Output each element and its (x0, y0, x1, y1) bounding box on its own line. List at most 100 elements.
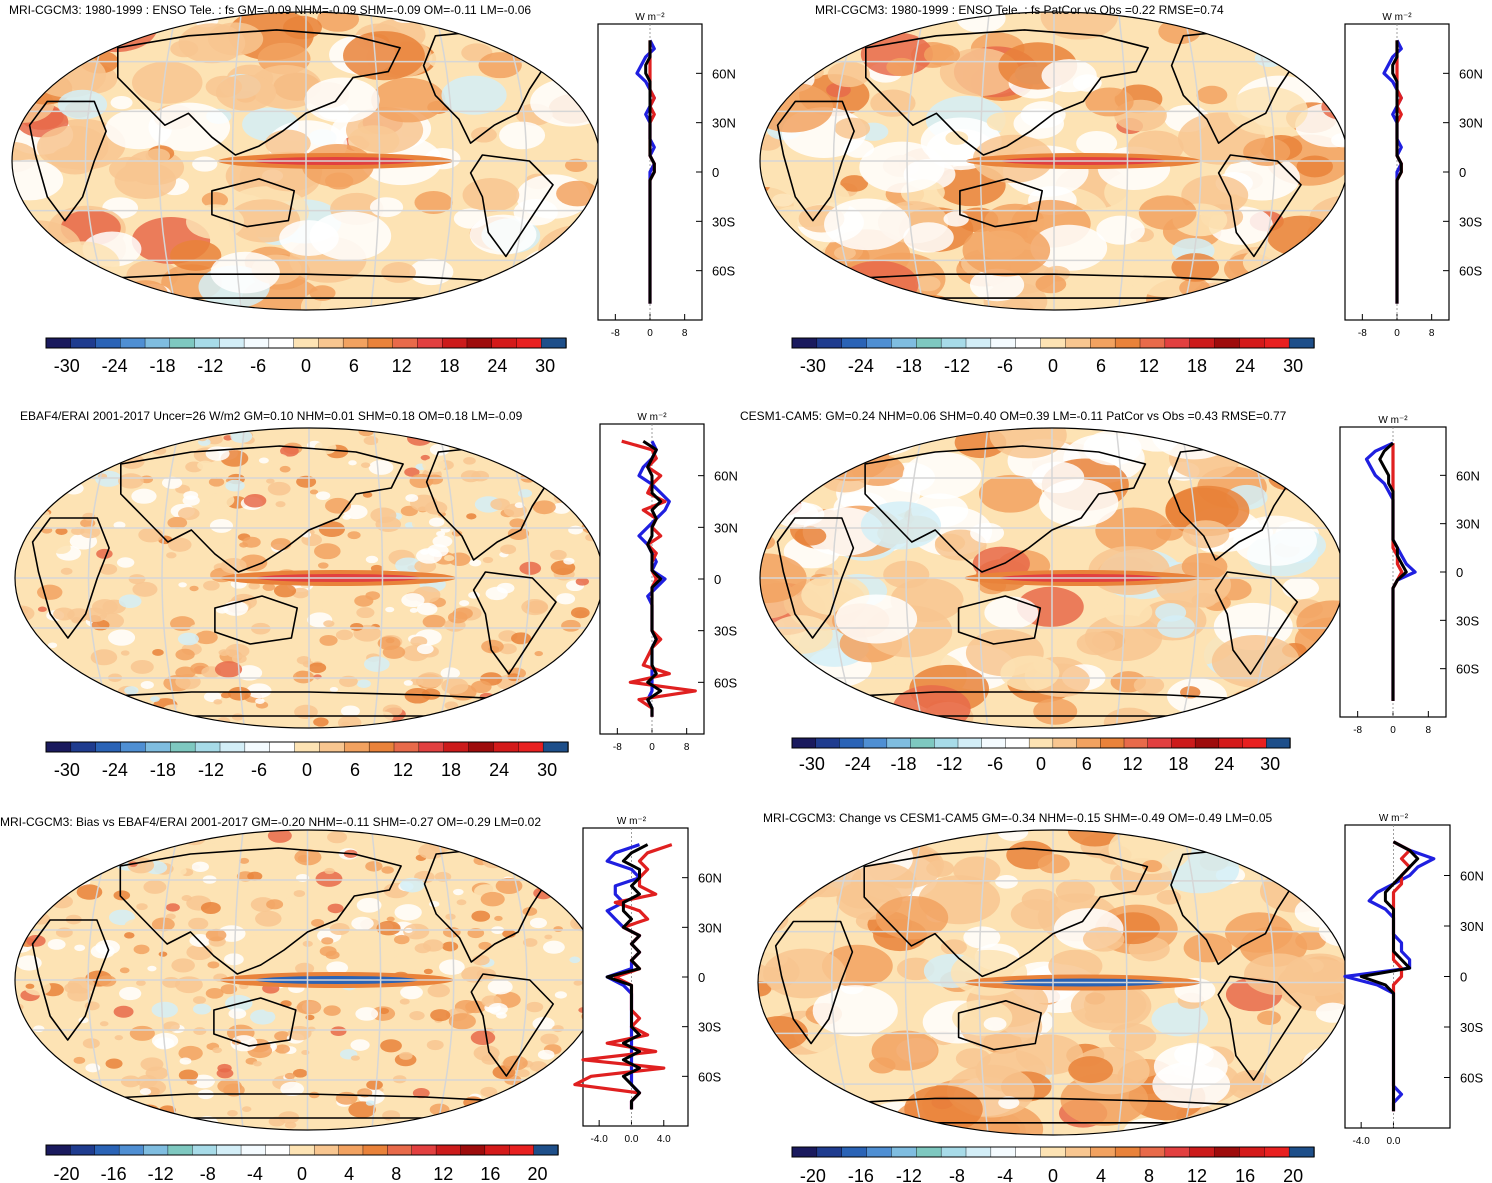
map-anomaly-patch (381, 1124, 398, 1130)
colorbar-swatch (1218, 737, 1244, 749)
zonal-lat-label: 30N (712, 116, 736, 131)
map-anomaly-patch (31, 428, 44, 435)
colorbar-swatch (368, 741, 395, 753)
colorbar-tick-label: 12 (1187, 1166, 1207, 1183)
colorbar-tick-label: 6 (349, 356, 359, 376)
map-anomaly-patch (495, 830, 522, 845)
map-anomaly-patch (44, 241, 120, 287)
map-anomaly-patch (74, 944, 86, 952)
colorbar-swatch (1288, 337, 1315, 349)
map-gridline-lon (905, 428, 925, 728)
map-anomaly-patch (56, 866, 65, 872)
map-anomaly-patch (760, 642, 789, 667)
map-anomaly-patch (64, 982, 83, 994)
map-anomaly-patch (556, 848, 580, 863)
map-anomaly-patch (91, 842, 111, 854)
map-gridline-lon (1182, 830, 1202, 1135)
colorbar-swatch (219, 337, 245, 349)
map-anomaly-patch (107, 701, 119, 709)
map-anomaly-patch (501, 1008, 525, 1023)
map-anomaly-patch (427, 983, 450, 998)
map-anomaly-patch (120, 650, 130, 656)
colorbar-swatch (916, 1146, 942, 1158)
map-anomaly-patch (829, 428, 878, 448)
zonal-series-all (642, 439, 663, 717)
map-anomaly-patch (266, 899, 284, 910)
map-anomaly-patch (545, 471, 570, 486)
continent-outline-africa (776, 517, 855, 639)
map-anomaly-patch (63, 1081, 83, 1094)
map-anomaly-patch (926, 860, 955, 877)
map-anomaly-patch (327, 831, 348, 844)
map-anomaly-patch (315, 491, 331, 500)
map-anomaly-patch (292, 1068, 308, 1078)
map-anomaly-patch (24, 979, 51, 996)
map-anomaly-patch (329, 923, 350, 936)
map-anomaly-patch (582, 483, 592, 489)
zonal-x-tick-label: 0 (1390, 725, 1396, 736)
map-anomaly-patch (506, 1101, 533, 1118)
map-anomaly-patch (923, 43, 961, 66)
map-anomaly-patch (1010, 899, 1061, 930)
map-anomaly-patch (522, 938, 538, 947)
colorbar-tick-label: 8 (391, 1164, 401, 1183)
colorbar-swatch (866, 337, 893, 349)
map-anomaly-patch (1260, 694, 1313, 726)
colorbar-tick-label: -24 (845, 754, 871, 774)
map-anomaly-patch (12, 284, 46, 310)
map-anomaly-patch (760, 51, 793, 83)
map-anomaly-patch (381, 262, 416, 283)
colorbar-swatch (1189, 337, 1216, 349)
map-anomaly-patch (340, 705, 360, 717)
colorbar-swatch (990, 1146, 1017, 1158)
panel-title: MRI-CGCM3: 1980-1999 : ENSO Tele. : fs P… (815, 3, 1224, 17)
map-anomaly-patch (15, 1003, 24, 1011)
map-anomaly-patch (343, 31, 425, 81)
map-anomaly-patch (448, 1013, 476, 1030)
map-anomaly-patch (1082, 926, 1125, 952)
map-anomaly-patch (119, 708, 135, 717)
zonal-x-tick-label: -8 (1353, 725, 1362, 736)
colorbar-tick-label: 18 (1168, 754, 1188, 774)
map-anomaly-patch (1257, 1010, 1281, 1025)
map-anomaly-patch (758, 1096, 803, 1128)
colorbar-swatch (289, 1144, 315, 1156)
map-anomaly-patch (945, 131, 969, 145)
map-gridline-lon (979, 12, 991, 310)
map-anomaly-patch (462, 178, 520, 213)
map-anomaly-patch (15, 916, 30, 927)
map-anomaly-patch (426, 1039, 444, 1051)
map-anomaly-patch (208, 492, 235, 508)
map-anomaly-patch (56, 846, 74, 856)
map-anomaly-patch (96, 548, 113, 559)
map-anomaly-patch (365, 861, 383, 872)
map-anomaly-patch (1225, 912, 1293, 953)
map-anomaly-patch (26, 858, 48, 871)
map-anomaly-patch (1142, 860, 1163, 873)
map-anomaly-patch (41, 1105, 60, 1117)
map-anomaly-patch (382, 645, 406, 659)
map-anomaly-patch (124, 686, 139, 695)
map-anomaly-patch (418, 843, 445, 860)
colorbar-tick-label: -30 (800, 356, 826, 376)
map-anomaly-patch (835, 594, 918, 644)
colorbar-swatch (411, 1144, 437, 1156)
map-anomaly-patch (559, 861, 573, 870)
map-anomaly-patch (952, 999, 1013, 1036)
map-anomaly-patch (139, 1088, 152, 1095)
colorbar-swatch (815, 737, 841, 749)
map-anomaly-patch (364, 656, 390, 672)
map-anomaly-patch (556, 180, 599, 207)
map-anomaly-patch (266, 478, 275, 484)
map-anomaly-patch (324, 867, 335, 875)
map-anomaly-patch (906, 428, 934, 443)
map-anomaly-patch (516, 1069, 530, 1078)
colorbar-swatch (1214, 337, 1241, 349)
map-anomaly-patch (962, 223, 1051, 277)
colorbar-tick-label: 4 (1096, 1166, 1106, 1183)
map-anomaly-patch (500, 1098, 510, 1104)
map-anomaly-patch (455, 1123, 467, 1130)
map-anomaly-patch (97, 975, 117, 987)
colorbar-tick-label: -12 (198, 760, 224, 780)
map-anomaly-patch (241, 1106, 252, 1112)
